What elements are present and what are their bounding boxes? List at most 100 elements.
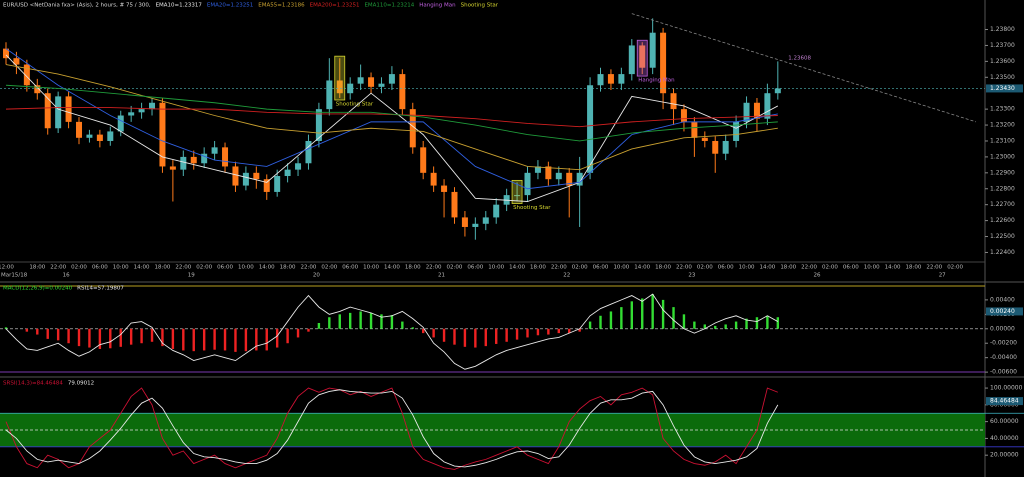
pattern-box xyxy=(511,179,523,204)
legend-text: 79.09012 xyxy=(68,381,94,387)
candle-body xyxy=(628,45,635,75)
y-tick-label: -0.00400 xyxy=(990,354,1017,361)
candle-body xyxy=(639,45,646,68)
x-tick-label: 18:00 xyxy=(655,265,671,271)
histogram-bar xyxy=(25,328,29,332)
x-tick-label: 10:00 xyxy=(739,265,755,271)
candle-body xyxy=(587,85,594,173)
x-tick-label: 06:00 xyxy=(467,265,483,271)
candle-body xyxy=(65,96,72,122)
histogram-bar xyxy=(390,315,394,329)
legend-text: Hanging Man xyxy=(419,3,456,9)
indicator-line xyxy=(5,387,778,470)
candle-body xyxy=(722,140,729,154)
indicator-line xyxy=(5,54,779,202)
day-label: 23 xyxy=(688,273,695,279)
histogram-bar xyxy=(703,324,707,329)
histogram-bar xyxy=(192,328,195,352)
histogram-bar xyxy=(734,321,738,329)
indicator-line xyxy=(5,389,779,468)
histogram-bar xyxy=(651,294,654,329)
histogram-bar xyxy=(129,328,133,345)
current-label: 84.46484 xyxy=(990,398,1019,405)
candle-body xyxy=(357,77,364,84)
histogram-bar xyxy=(776,317,780,329)
legend-text: EMA200=1.23251 xyxy=(310,3,360,9)
x-tick-label: 18:00 xyxy=(155,265,171,271)
histogram-bar xyxy=(714,325,717,329)
indicator-line xyxy=(5,48,778,190)
y-tick-label: 1.23000 xyxy=(990,153,1015,160)
candle-body xyxy=(576,172,583,186)
candle-body xyxy=(701,137,708,141)
y-tick-label: 1.23100 xyxy=(990,137,1015,144)
candle-body xyxy=(691,121,698,138)
histogram-bar xyxy=(568,328,571,334)
candle-body xyxy=(180,156,187,170)
y-tick-label: 1.23200 xyxy=(990,122,1015,129)
histogram-bar xyxy=(150,328,154,342)
histogram-bar xyxy=(234,328,237,352)
pattern-label: Shooting Star xyxy=(336,101,374,107)
x-tick-label: 14:00 xyxy=(885,265,901,271)
candle-body xyxy=(117,115,124,132)
histogram-bar xyxy=(661,299,665,329)
x-tick-label: 10:00 xyxy=(613,265,629,271)
indicator-line xyxy=(5,84,778,142)
histogram-bar xyxy=(4,327,8,329)
histogram-bar xyxy=(77,328,81,347)
candle-body xyxy=(388,74,395,84)
day-label: 21 xyxy=(438,273,445,279)
histogram-bar xyxy=(265,328,268,351)
pattern-box xyxy=(636,39,648,77)
histogram-bar xyxy=(119,328,122,347)
histogram-bar xyxy=(766,315,769,329)
y-tick-label: 1.23800 xyxy=(990,26,1015,33)
x-tick-label: 06:00 xyxy=(843,265,859,271)
candle-body xyxy=(420,147,427,173)
candle-body xyxy=(128,112,135,116)
histogram-bar xyxy=(202,328,206,351)
y-tick-label: -0.00200 xyxy=(990,340,1017,347)
y-tick-label: 1.22400 xyxy=(990,249,1015,256)
x-tick-label: 06:00 xyxy=(342,265,358,271)
histogram-bar xyxy=(46,328,49,339)
candle-body xyxy=(253,172,260,180)
y-tick-label: 1.23500 xyxy=(990,74,1015,81)
candle-body xyxy=(138,109,145,113)
legend-text: SRSI(14,3)=84.46484 xyxy=(3,381,63,387)
candle-body xyxy=(680,109,687,122)
histogram-bar xyxy=(609,311,613,329)
x-tick-label: 02:00 xyxy=(447,265,463,271)
candle-body xyxy=(733,121,740,141)
legend-text: EMA20=1.23251 xyxy=(207,3,253,9)
candle-body xyxy=(326,80,333,110)
histogram-bar xyxy=(244,328,248,352)
x-tick-label: 22:00 xyxy=(926,265,942,271)
candle-body xyxy=(76,121,83,138)
candle-body xyxy=(545,166,552,180)
x-tick-label: 14:00 xyxy=(134,265,150,271)
candle-body xyxy=(451,191,458,218)
histogram-bar xyxy=(453,328,456,345)
x-tick-label: 06:00 xyxy=(718,265,734,271)
histogram-bar xyxy=(755,317,759,329)
histogram-bar xyxy=(171,328,175,349)
histogram-bar xyxy=(213,328,216,350)
x-tick-label: 22:00 xyxy=(551,265,567,271)
x-tick-label: 02:00 xyxy=(822,265,838,271)
histogram-bar xyxy=(484,328,487,347)
candle-body xyxy=(86,134,93,138)
x-tick-label: 18:00 xyxy=(780,265,796,271)
x-tick-label: 14:00 xyxy=(759,265,775,271)
histogram-bar xyxy=(67,328,70,344)
candle-body xyxy=(368,77,375,87)
pattern-label: Hanging Man xyxy=(638,78,675,84)
candle-body xyxy=(263,179,270,192)
candle-body xyxy=(96,134,103,141)
histogram-bar xyxy=(724,324,727,329)
histogram-bar xyxy=(307,328,310,332)
histogram-bar xyxy=(411,327,414,329)
histogram-bar xyxy=(275,328,279,348)
